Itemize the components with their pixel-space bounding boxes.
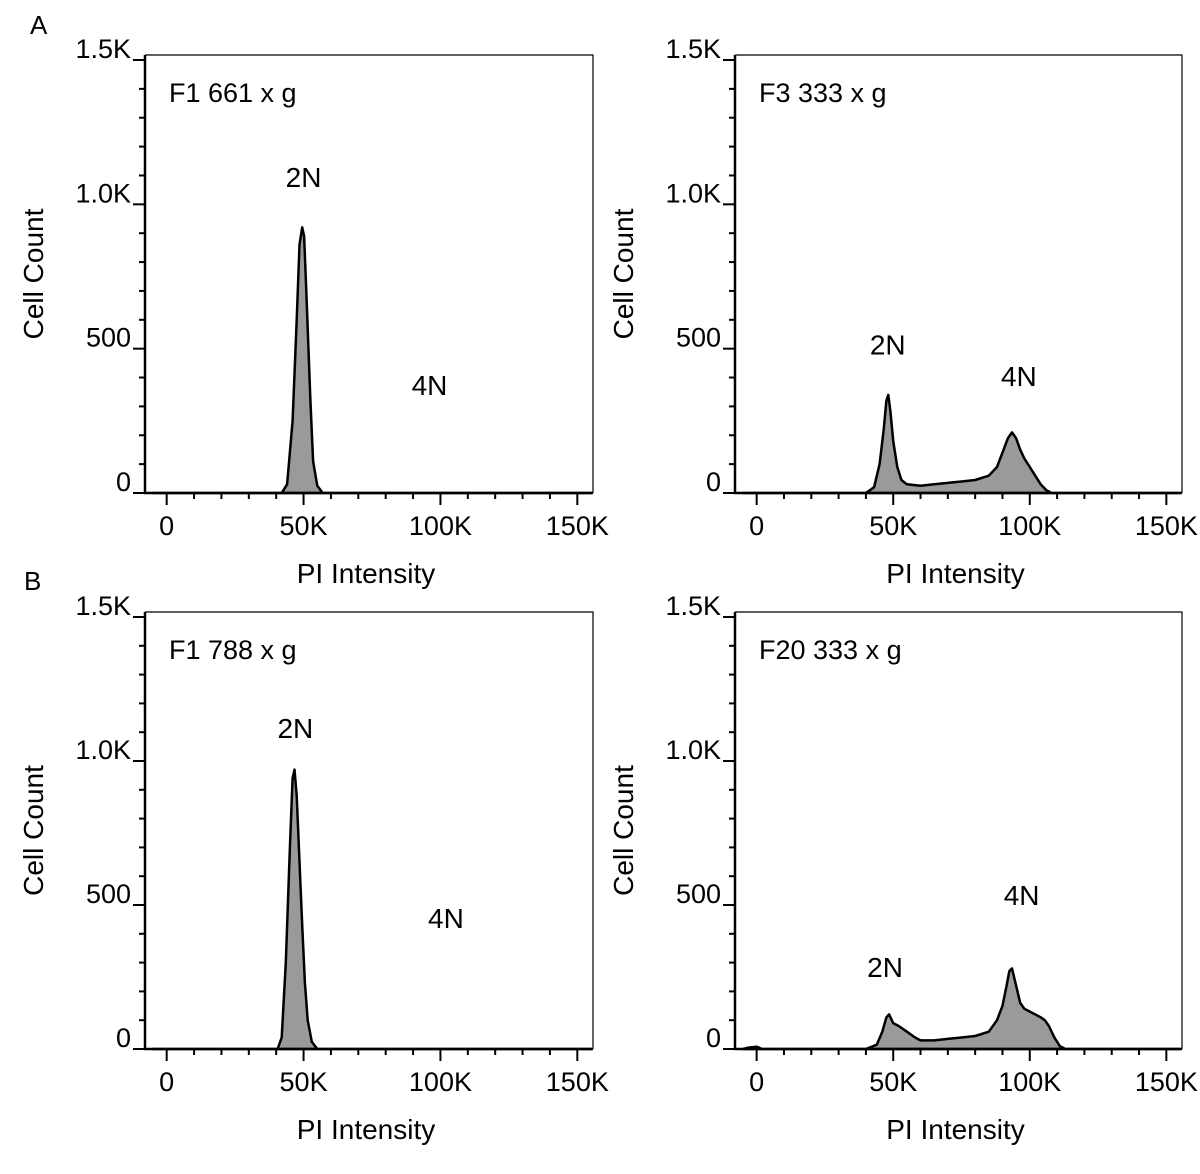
x-tick-label: 50K [869,511,917,541]
x-tick-label: 0 [159,511,174,541]
x-axis-title: PI Intensity [297,1114,436,1145]
y-tick-label: 1.0K [75,735,131,765]
y-axis-title: Cell Count [18,765,49,896]
x-tick-label: 150K [1135,511,1198,541]
y-axis-title: Cell Count [608,208,639,339]
x-axis-title: PI Intensity [886,1114,1025,1145]
histogram-area [151,768,593,1051]
x-tick-label: 0 [749,511,764,541]
x-tick-label: 50K [280,1067,328,1097]
histogram-area [151,226,593,495]
y-tick-label: 1.5K [665,34,721,64]
histogram-panel: 0 500 1.0K 1.5K 0 50K 100K 150K PI Intensity Cell… [608,34,1198,589]
y-tick-label: 1.5K [665,591,721,621]
panel-letter-b: B [24,566,41,596]
x-tick-label: 150K [546,511,609,541]
peak-label-4n: 4N [412,370,448,401]
y-tick-label: 500 [676,323,721,353]
y-tick-label: 0 [706,1023,721,1053]
plot-frame [735,611,1183,1049]
y-tick-label: 500 [86,323,131,353]
peak-label-4n: 4N [1001,361,1037,392]
sample-label: F3 333 x g [759,78,887,108]
x-axis-title: PI Intensity [886,558,1025,589]
histogram-panel: 0 500 1.0K 1.5K 0 50K 100K 150K PI Intensity Cell… [18,591,609,1145]
sample-label: F20 333 x g [759,635,902,665]
x-tick-label: 0 [159,1067,174,1097]
y-tick-label: 500 [676,879,721,909]
x-tick-label: 50K [869,1067,917,1097]
y-tick-label: 1.0K [665,735,721,765]
histogram-panel: 0 500 1.0K 1.5K 0 50K 100K 150K PI Intensity Cell… [18,34,609,589]
plot-frame [735,54,1183,493]
y-tick-label: 1.5K [75,591,131,621]
y-tick-label: 0 [116,467,131,497]
x-tick-label: 100K [409,511,472,541]
y-tick-label: 0 [116,1023,131,1053]
y-tick-label: 1.0K [75,178,131,208]
plot-frame [145,54,594,493]
peak-label-2n: 2N [867,952,903,983]
histogram-area [741,967,1182,1051]
panel-letter-a: A [30,10,48,40]
y-tick-label: 500 [86,879,131,909]
histogram-area [741,393,1182,495]
peak-label-2n: 2N [286,162,322,193]
y-axis-title: Cell Count [608,765,639,896]
x-axis-title: PI Intensity [297,558,436,589]
x-tick-label: 100K [409,1067,472,1097]
x-tick-label: 100K [998,511,1061,541]
peak-label-4n: 4N [428,903,464,934]
y-tick-label: 1.0K [665,178,721,208]
sample-label: F1 788 x g [169,635,297,665]
x-tick-label: 150K [546,1067,609,1097]
peak-label-2n: 2N [277,713,313,744]
peak-label-4n: 4N [1004,880,1040,911]
x-tick-label: 150K [1135,1067,1198,1097]
sample-label: F1 661 x g [169,78,297,108]
y-tick-label: 1.5K [75,34,131,64]
x-tick-label: 0 [749,1067,764,1097]
peak-label-2n: 2N [870,329,906,360]
y-axis-title: Cell Count [18,208,49,339]
plot-frame [145,611,594,1049]
x-tick-label: 50K [280,511,328,541]
x-tick-label: 100K [998,1067,1061,1097]
histogram-panel: 0 500 1.0K 1.5K 0 50K 100K 150K PI Intensity Cell… [608,591,1198,1145]
y-tick-label: 0 [706,467,721,497]
chart-panels: 0 500 1.0K 1.5K 0 50K 100K 150K PI Intensity Cell… [18,34,1198,1145]
